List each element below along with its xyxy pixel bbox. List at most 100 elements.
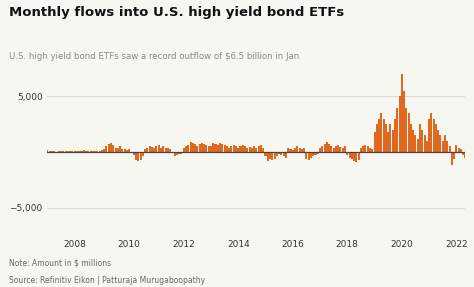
Bar [264,152,266,156]
Bar [339,147,341,152]
Bar [230,146,232,152]
Bar [351,152,353,159]
Bar [433,119,435,152]
Bar [412,130,414,152]
Bar [237,148,239,152]
Bar [248,147,251,152]
Bar [135,152,137,160]
Bar [144,149,146,152]
Bar [85,151,87,152]
Bar [362,146,364,152]
Bar [76,151,78,152]
Bar [437,130,439,152]
Bar [421,130,423,152]
Bar [335,146,337,152]
Bar [403,91,405,152]
Text: Source: Refinitiv Eikon | Patturaja Murugaboopathy: Source: Refinitiv Eikon | Patturaja Muru… [9,276,206,284]
Bar [399,96,401,152]
Bar [260,145,262,152]
Bar [173,152,176,156]
Bar [210,146,212,152]
Bar [117,148,119,152]
Bar [178,152,180,154]
Bar [328,144,330,152]
Bar [60,151,62,152]
Bar [228,148,230,152]
Bar [235,146,237,152]
Bar [273,152,275,159]
Bar [182,148,185,152]
Bar [108,144,110,152]
Bar [171,152,173,153]
Bar [69,151,71,152]
Bar [430,113,432,152]
Bar [348,152,351,158]
Bar [142,152,144,156]
Bar [73,151,76,152]
Bar [408,113,410,152]
Bar [383,119,385,152]
Bar [83,150,85,152]
Bar [219,143,221,152]
Bar [258,146,260,152]
Bar [283,152,285,156]
Bar [457,148,460,152]
Bar [469,152,471,163]
Bar [62,151,64,152]
Bar [115,148,117,152]
Bar [456,145,457,152]
Bar [292,150,294,152]
Bar [78,151,80,152]
Bar [169,149,171,152]
Bar [164,148,166,152]
Bar [414,135,417,152]
Bar [155,146,157,152]
Bar [139,152,142,160]
Bar [181,152,182,154]
Bar [105,146,108,152]
Bar [344,146,346,152]
Bar [149,146,151,152]
Bar [281,152,283,155]
Bar [269,152,271,159]
Bar [305,152,308,159]
Bar [321,146,323,152]
Bar [337,145,339,152]
Bar [101,150,103,152]
Bar [374,132,375,152]
Bar [215,144,217,152]
Bar [90,151,91,152]
Bar [360,148,362,152]
Bar [81,151,82,152]
Text: Note: Amount in $ millions: Note: Amount in $ millions [9,258,111,267]
Bar [385,124,387,152]
Bar [212,143,214,152]
Bar [448,146,451,152]
Bar [423,135,426,152]
Bar [246,148,248,152]
Bar [419,124,421,152]
Bar [465,152,466,158]
Bar [405,108,407,152]
Bar [190,142,191,152]
Bar [460,149,462,152]
Bar [103,149,105,152]
Bar [380,113,383,152]
Bar [199,144,201,152]
Bar [233,145,235,152]
Bar [296,146,298,152]
Bar [294,148,296,152]
Bar [278,152,280,154]
Bar [208,146,210,152]
Bar [442,141,444,152]
Bar [49,151,51,152]
Bar [444,135,446,152]
Bar [162,146,164,152]
Bar [369,148,371,152]
Bar [396,108,398,152]
Bar [387,132,389,152]
Bar [439,135,441,152]
Bar [290,149,292,152]
Bar [153,148,155,152]
Bar [221,144,223,152]
